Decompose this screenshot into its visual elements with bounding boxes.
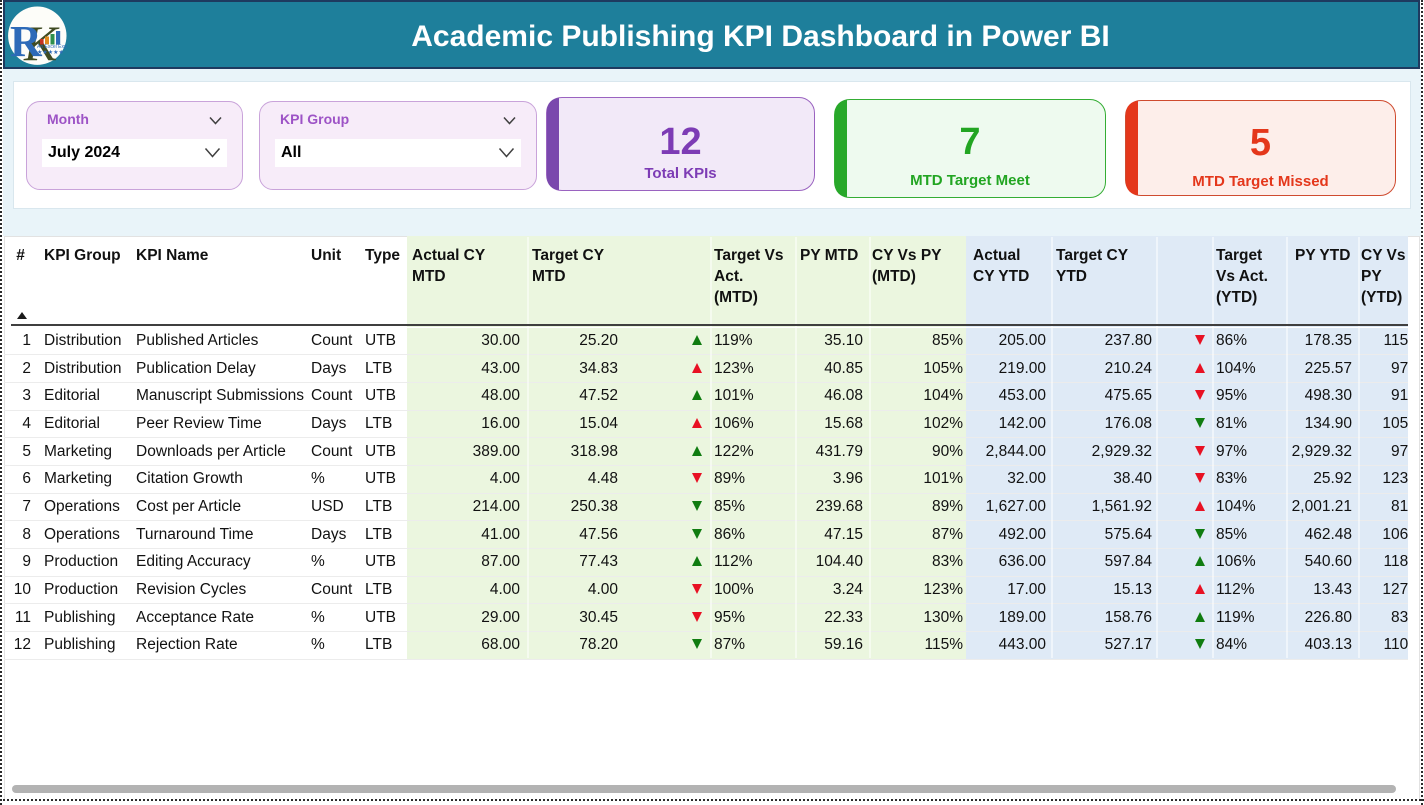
svg-text:R: R <box>10 17 43 65</box>
svg-text:★★★★★: ★★★★★ <box>37 49 64 56</box>
svg-text:An Excel Expert: An Excel Expert <box>37 44 67 50</box>
